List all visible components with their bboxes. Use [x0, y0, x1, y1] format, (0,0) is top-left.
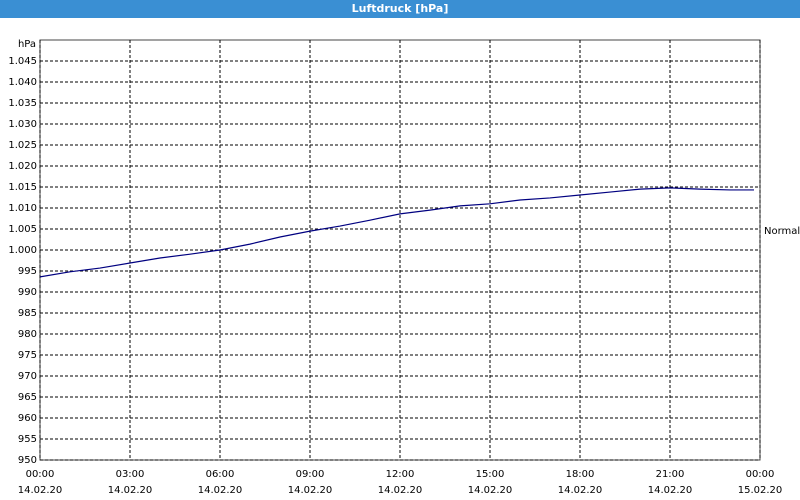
x-tick-label: 15:00 — [476, 469, 505, 480]
x-tick-label: 09:00 — [296, 469, 325, 480]
annotation: Normal — [764, 226, 800, 237]
y-tick-label: 1.000 — [8, 245, 37, 256]
y-tick-label: 990 — [18, 287, 37, 298]
x-tick-label: 03:00 — [116, 469, 145, 480]
x-tick-label: 06:00 — [206, 469, 235, 480]
x-tick-label: 18:00 — [566, 469, 595, 480]
y-tick-label: 995 — [18, 266, 37, 277]
y-tick-label: 980 — [18, 329, 37, 340]
y-tick-label: 960 — [18, 413, 37, 424]
x-tick-date: 14.02.20 — [288, 485, 333, 496]
y-tick-label: 1.040 — [8, 77, 37, 88]
x-tick-label: 00:00 — [746, 469, 775, 480]
x-tick-date: 14.02.20 — [108, 485, 153, 496]
y-tick-label: 1.030 — [8, 119, 37, 130]
y-tick-label: 955 — [18, 434, 37, 445]
y-tick-label: 1.045 — [8, 56, 37, 67]
y-tick-label: 985 — [18, 308, 37, 319]
data-line — [39, 187, 754, 278]
x-tick-date: 14.02.20 — [198, 485, 243, 496]
y-tick-label: 1.025 — [8, 140, 37, 151]
chart: hPa 950 955 960 965 970 975 980 985 990 995 1.000 1.… — [8, 39, 800, 496]
y-tick-label: 1.005 — [8, 224, 37, 235]
y-tick-label: 1.010 — [8, 203, 37, 214]
x-tick-label: 12:00 — [386, 469, 415, 480]
x-tick-date: 14.02.20 — [18, 485, 63, 496]
chart-title: Luftdruck [hPa] — [0, 0, 800, 18]
y-tick-label: 1.015 — [8, 182, 37, 193]
y-tick-label: 950 — [18, 455, 37, 466]
x-tick-date: 14.02.20 — [378, 485, 423, 496]
x-tick-date: 14.02.20 — [468, 485, 513, 496]
x-tick-label: 00:00 — [26, 469, 55, 480]
x-tick-date: 14.02.20 — [558, 485, 603, 496]
y-tick-label: 970 — [18, 371, 37, 382]
y-tick-label: 975 — [18, 350, 37, 361]
y-axis-label: hPa — [18, 39, 36, 50]
x-tick-label: 21:00 — [656, 469, 685, 480]
y-tick-label: 1.035 — [8, 98, 37, 109]
y-tick-label: 965 — [18, 392, 37, 403]
x-tick-date: 15.02.20 — [738, 485, 783, 496]
y-tick-label: 1.020 — [8, 161, 37, 172]
x-tick-date: 14.02.20 — [648, 485, 693, 496]
